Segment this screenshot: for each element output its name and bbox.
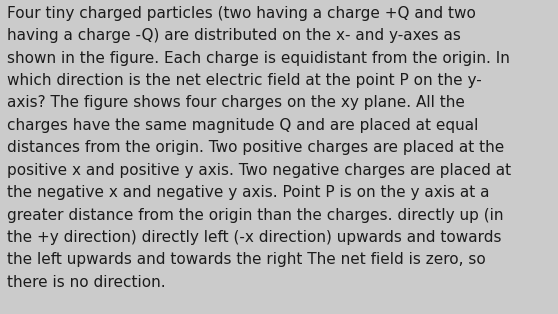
Text: Four tiny charged particles (two having a charge +Q and two
having a charge -Q) : Four tiny charged particles (two having … [7,6,511,290]
